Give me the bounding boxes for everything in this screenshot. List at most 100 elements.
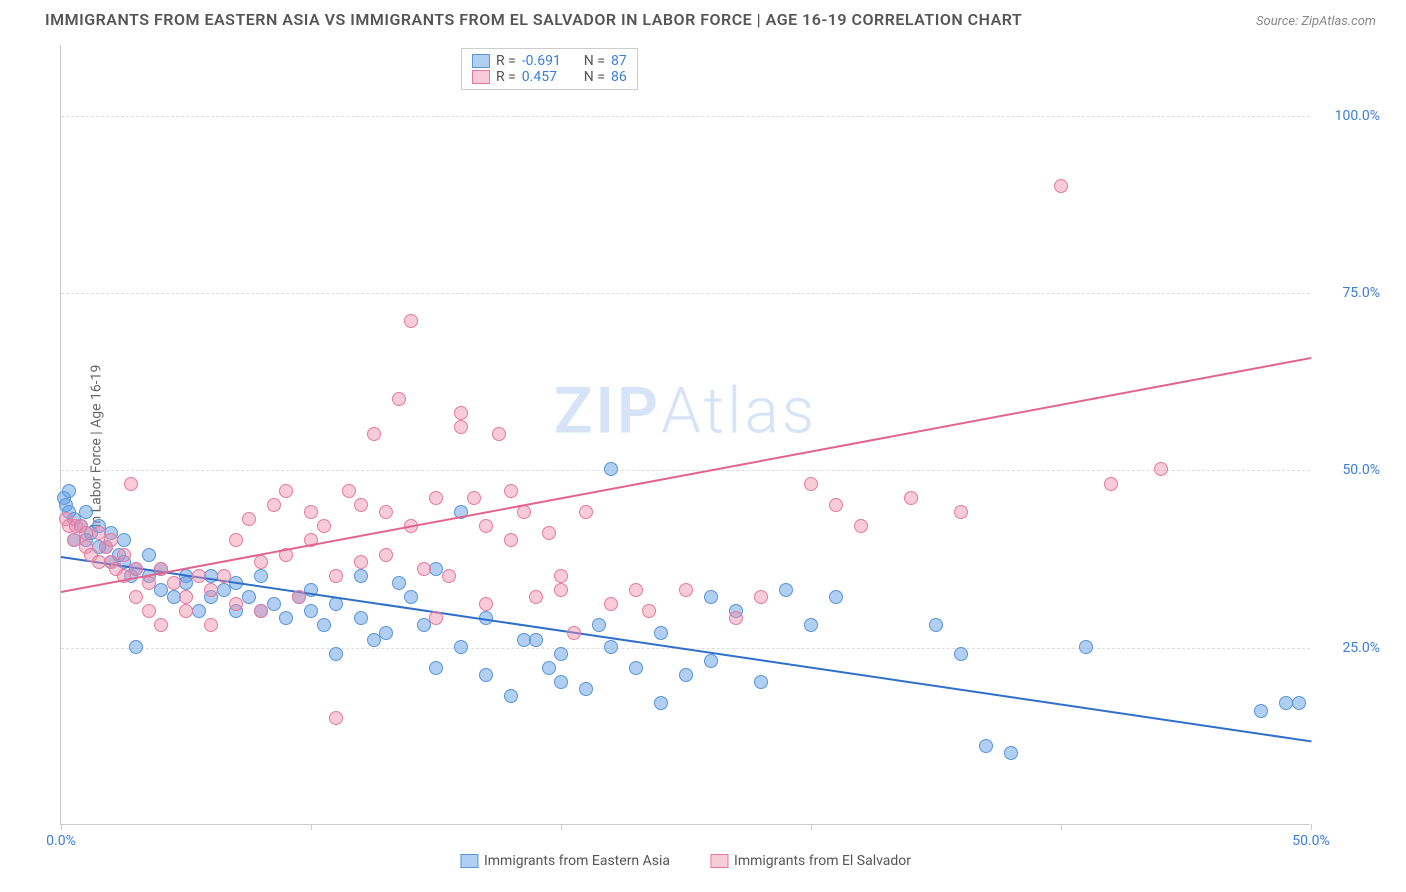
scatter-point (754, 590, 768, 604)
scatter-point (217, 569, 231, 583)
scatter-point (367, 427, 381, 441)
scatter-point (679, 668, 693, 682)
scatter-point (804, 618, 818, 632)
x-tick-label: 50.0% (1292, 833, 1330, 849)
legend-row: R =-0.691N =87 (472, 53, 627, 69)
scatter-point (379, 626, 393, 640)
scatter-point (642, 604, 656, 618)
scatter-point (79, 505, 93, 519)
scatter-point (829, 590, 843, 604)
scatter-point (229, 597, 243, 611)
scatter-point (454, 640, 468, 654)
scatter-point (604, 640, 618, 654)
scatter-point (192, 569, 206, 583)
scatter-point (354, 569, 368, 583)
scatter-point (804, 477, 818, 491)
scatter-point (154, 618, 168, 632)
scatter-point (479, 597, 493, 611)
x-tick (311, 824, 312, 830)
scatter-point (904, 491, 918, 505)
scatter-point (417, 562, 431, 576)
scatter-point (242, 512, 256, 526)
legend-swatch (460, 854, 478, 868)
r-label: R = (496, 69, 516, 85)
scatter-point (554, 583, 568, 597)
scatter-point (62, 484, 76, 498)
scatter-point (142, 576, 156, 590)
scatter-point (267, 498, 281, 512)
source-attribution: Source: ZipAtlas.com (1256, 14, 1376, 29)
y-tick-label: 25.0% (1342, 640, 1380, 656)
scatter-point (329, 711, 343, 725)
scatter-point (329, 569, 343, 583)
scatter-point (429, 661, 443, 675)
scatter-point (579, 505, 593, 519)
scatter-point (279, 484, 293, 498)
watermark-rest: Atlas (661, 374, 817, 449)
scatter-point (354, 611, 368, 625)
gridline (61, 293, 1310, 294)
legend-label: Immigrants from Eastern Asia (484, 853, 670, 869)
n-label: N = (584, 53, 605, 69)
correlation-legend: R =-0.691N =87R =0.457N =86 (461, 48, 638, 90)
scatter-point (1154, 462, 1168, 476)
scatter-point (117, 533, 131, 547)
scatter-point (267, 597, 281, 611)
scatter-point (504, 533, 518, 547)
x-tick (1061, 824, 1062, 830)
scatter-point (679, 583, 693, 597)
scatter-point (292, 590, 306, 604)
scatter-point (654, 696, 668, 710)
scatter-point (129, 590, 143, 604)
scatter-point (1104, 477, 1118, 491)
scatter-point (229, 533, 243, 547)
scatter-point (317, 618, 331, 632)
scatter-point (492, 427, 506, 441)
scatter-point (242, 590, 256, 604)
scatter-point (529, 633, 543, 647)
scatter-point (1254, 704, 1268, 718)
scatter-point (342, 484, 356, 498)
scatter-point (454, 420, 468, 434)
scatter-point (567, 626, 581, 640)
scatter-point (142, 604, 156, 618)
scatter-point (204, 583, 218, 597)
series-legend: Immigrants from Eastern Asia Immigrants f… (460, 853, 911, 869)
r-value: 0.457 (522, 69, 570, 85)
scatter-point (392, 392, 406, 406)
scatter-point (504, 689, 518, 703)
scatter-point (1079, 640, 1093, 654)
gridline (61, 470, 1310, 471)
r-value: -0.691 (522, 53, 570, 69)
scatter-point (142, 548, 156, 562)
legend-swatch (472, 54, 490, 68)
scatter-point (604, 597, 618, 611)
scatter-point (317, 519, 331, 533)
r-label: R = (496, 53, 516, 69)
scatter-point (954, 505, 968, 519)
scatter-point (379, 505, 393, 519)
scatter-point (654, 626, 668, 640)
y-tick-label: 100.0% (1335, 108, 1380, 124)
legend-item: Immigrants from El Salvador (710, 853, 911, 869)
scatter-point (117, 548, 131, 562)
legend-label: Immigrants from El Salvador (734, 853, 911, 869)
scatter-point (467, 491, 481, 505)
scatter-point (454, 406, 468, 420)
scatter-point (704, 654, 718, 668)
scatter-point (592, 618, 606, 632)
x-tick (561, 824, 562, 830)
scatter-point (704, 590, 718, 604)
scatter-point (304, 604, 318, 618)
scatter-point (604, 462, 618, 476)
scatter-point (754, 675, 768, 689)
scatter-point (429, 491, 443, 505)
scatter-point (392, 576, 406, 590)
legend-swatch (472, 70, 490, 84)
scatter-point (304, 505, 318, 519)
scatter-point (1054, 179, 1068, 193)
scatter-point (104, 533, 118, 547)
scatter-point (479, 668, 493, 682)
scatter-point (442, 569, 456, 583)
scatter-point (404, 314, 418, 328)
